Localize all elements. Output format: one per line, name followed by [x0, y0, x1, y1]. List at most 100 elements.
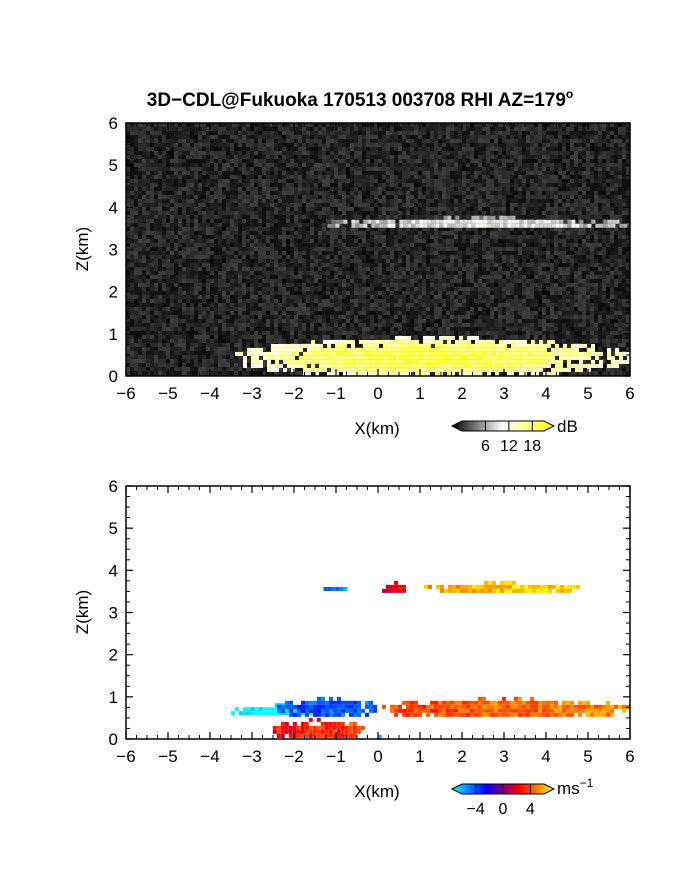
noise-cell	[578, 147, 582, 151]
noise-cell	[370, 187, 374, 191]
noise-cell	[242, 159, 246, 163]
noise-cell	[450, 243, 454, 247]
noise-cell	[278, 271, 282, 275]
noise-cell	[206, 151, 210, 155]
noise-cell	[302, 275, 306, 279]
noise-cell	[282, 183, 286, 187]
noise-cell	[586, 263, 590, 267]
noise-cell	[238, 223, 242, 227]
noise-cell	[274, 131, 278, 135]
noise-cell	[242, 263, 246, 267]
noise-cell	[166, 275, 170, 279]
noise-cell	[242, 163, 246, 167]
noise-cell	[590, 215, 594, 219]
noise-cell	[422, 247, 426, 251]
noise-cell	[342, 279, 346, 283]
noise-cell	[546, 215, 550, 219]
noise-cell	[518, 247, 522, 251]
noise-cell	[298, 143, 302, 147]
noise-cell	[478, 175, 482, 179]
noise-cell	[362, 275, 366, 279]
noise-cell	[406, 259, 410, 263]
noise-cell	[370, 227, 374, 231]
noise-cell	[270, 251, 274, 255]
noise-cell	[338, 191, 342, 195]
noise-cell	[294, 163, 298, 167]
noise-cell	[126, 143, 130, 147]
noise-cell	[582, 207, 586, 211]
noise-cell	[514, 179, 518, 183]
noise-cell	[374, 235, 378, 239]
noise-cell	[606, 123, 610, 127]
noise-cell	[270, 227, 274, 231]
noise-cell	[402, 159, 406, 163]
noise-cell	[606, 215, 610, 219]
noise-cell	[462, 159, 466, 163]
noise-cell	[610, 231, 614, 235]
noise-cell	[566, 155, 570, 159]
noise-cell	[342, 131, 346, 135]
noise-cell	[302, 267, 306, 271]
noise-cell	[378, 247, 382, 251]
noise-cell	[346, 223, 350, 227]
noise-cell	[422, 139, 426, 143]
noise-cell	[134, 159, 138, 163]
noise-cell	[158, 267, 162, 271]
noise-cell	[454, 127, 458, 131]
noise-cell	[266, 175, 270, 179]
noise-cell	[530, 183, 534, 187]
noise-cell	[534, 231, 538, 235]
noise-cell	[478, 187, 482, 191]
noise-cell	[442, 191, 446, 195]
noise-cell	[334, 159, 338, 163]
noise-cell	[210, 171, 214, 175]
noise-cell	[554, 191, 558, 195]
noise-cell	[390, 191, 394, 195]
noise-cell	[226, 243, 230, 247]
noise-cell	[574, 259, 578, 263]
noise-cell	[602, 203, 606, 207]
noise-cell	[570, 155, 574, 159]
noise-cell	[578, 203, 582, 207]
noise-cell	[450, 275, 454, 279]
noise-cell	[242, 123, 246, 127]
noise-cell	[598, 267, 602, 271]
noise-cell	[254, 199, 258, 203]
noise-cell	[370, 271, 374, 275]
noise-cell	[562, 267, 566, 271]
noise-cell	[274, 259, 278, 263]
noise-cell	[134, 219, 138, 223]
noise-cell	[482, 227, 486, 231]
noise-cell	[466, 159, 470, 163]
noise-cell	[142, 191, 146, 195]
noise-cell	[450, 235, 454, 239]
noise-cell	[502, 139, 506, 143]
noise-cell	[258, 175, 262, 179]
noise-cell	[318, 255, 322, 259]
noise-cell	[362, 187, 366, 191]
noise-cell	[370, 143, 374, 147]
noise-cell	[246, 231, 250, 235]
noise-cell	[606, 175, 610, 179]
noise-cell	[350, 131, 354, 135]
noise-cell	[226, 263, 230, 267]
noise-cell	[586, 231, 590, 235]
noise-cell	[486, 155, 490, 159]
noise-cell	[426, 155, 430, 159]
noise-cell	[314, 187, 318, 191]
noise-cell	[286, 267, 290, 271]
noise-cell	[614, 215, 618, 219]
noise-cell	[334, 183, 338, 187]
noise-cell	[202, 195, 206, 199]
noise-cell	[238, 167, 242, 171]
noise-cell	[186, 219, 190, 223]
noise-cell	[474, 255, 478, 259]
noise-cell	[178, 195, 182, 199]
noise-cell	[250, 163, 254, 167]
noise-cell	[462, 151, 466, 155]
noise-cell	[590, 131, 594, 135]
noise-cell	[334, 171, 338, 175]
noise-cell	[238, 135, 242, 139]
noise-cell	[194, 179, 198, 183]
noise-cell	[506, 203, 510, 207]
